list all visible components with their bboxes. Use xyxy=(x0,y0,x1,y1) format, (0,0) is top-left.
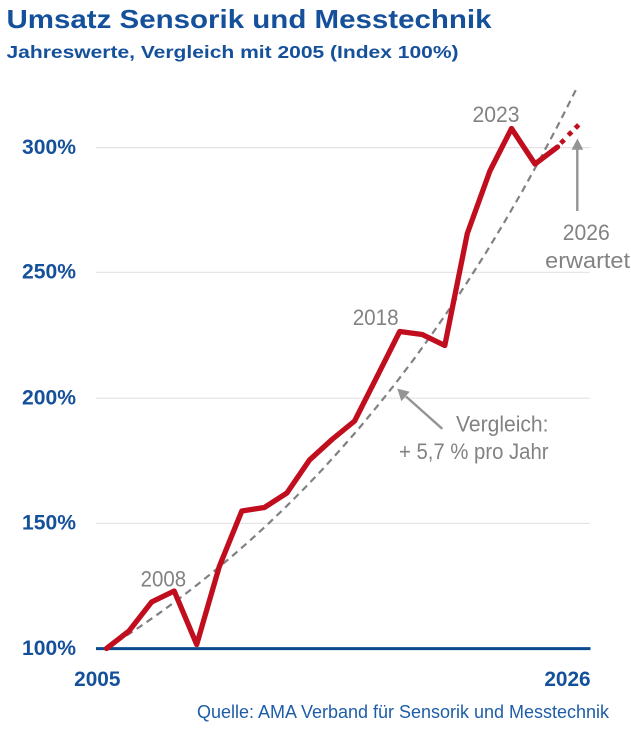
svg-text:150%: 150% xyxy=(22,512,76,535)
svg-text:erwartet: erwartet xyxy=(545,248,631,273)
svg-text:2023: 2023 xyxy=(473,102,520,127)
svg-text:Vergleich:: Vergleich: xyxy=(456,412,549,437)
svg-text:2026: 2026 xyxy=(544,667,590,691)
svg-text:250%: 250% xyxy=(22,261,76,284)
svg-text:Umsatz Sensorik und Messtechni: Umsatz Sensorik und Messtechnik xyxy=(7,4,493,34)
svg-text:+ 5,7 % pro Jahr: + 5,7 % pro Jahr xyxy=(399,439,549,464)
svg-text:2026: 2026 xyxy=(563,220,610,245)
svg-text:Jahreswerte, Vergleich mit 200: Jahreswerte, Vergleich mit 2005 (Index 1… xyxy=(7,42,459,62)
svg-text:2005: 2005 xyxy=(74,667,120,691)
svg-text:2018: 2018 xyxy=(353,305,399,330)
svg-text:200%: 200% xyxy=(22,387,76,410)
svg-text:300%: 300% xyxy=(22,136,76,159)
svg-text:100%: 100% xyxy=(22,637,76,660)
svg-text:Quelle: AMA Verband für Sensor: Quelle: AMA Verband für Sensorik und Mes… xyxy=(197,702,610,722)
svg-text:2008: 2008 xyxy=(141,567,187,592)
